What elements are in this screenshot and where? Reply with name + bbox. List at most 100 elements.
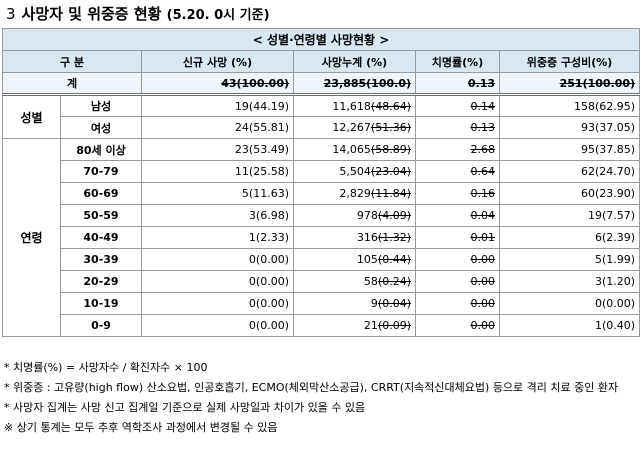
critical-cell: 158(62.95) — [498, 94, 641, 117]
row-label: 60-69 — [60, 182, 142, 205]
total-fatality-rate: 0.13 — [415, 72, 500, 96]
cumulative-deaths-cell: 12,267(51.36) — [293, 116, 416, 139]
row-label: 20-29 — [60, 270, 142, 293]
table-row: 성별 남성 19(44.19) 11,618(48.64) 0.14 158(62.95) — [2, 94, 641, 139]
new-deaths-count: 0 — [248, 319, 256, 332]
new-deaths-pct: (0.00) — [255, 253, 289, 266]
cumulative-deaths-pct: (0.04) — [377, 297, 411, 310]
row-label: 50-59 — [60, 204, 142, 227]
cumulative-deaths-count: 316 — [356, 231, 378, 244]
new-deaths-cell: 1(2.33) — [141, 226, 294, 249]
new-deaths-pct: (0.00) — [255, 319, 289, 332]
new-deaths-count: 24 — [234, 121, 249, 134]
reference-date: (5.20. 0시 기준) — [166, 8, 270, 23]
table-header-row: 구 분 신규 사망 (%) 사망누계 (%) 치명률(%) 위중증 구성비(%) — [2, 50, 641, 73]
new-deaths-cell: 23(53.49) — [141, 138, 294, 161]
new-deaths-count: 3 — [248, 209, 256, 222]
cumulative-deaths-count: 2,829 — [339, 187, 371, 200]
cumulative-deaths-pct: (11.84) — [370, 187, 411, 200]
new-deaths-pct: (44.19) — [248, 99, 289, 113]
cumulative-deaths-cell: 14,065(58.89) — [293, 138, 416, 161]
section-number: 3 — [6, 5, 16, 23]
new-deaths-count: 23 — [234, 143, 249, 156]
table-row: 0-9 0(0.00) 21(0.09) 0.00 1(0.40) — [3, 314, 641, 337]
critical-cell: 95(37.85) — [498, 138, 641, 161]
footnote-stats-change: ※ 상기 통계는 모두 추후 역학조사 과정에서 변경될 수 있음 — [4, 421, 278, 434]
critical-cell: 0(0.00) — [498, 292, 641, 315]
cumulative-deaths-pct: (48.64) — [370, 99, 411, 113]
fatality-rate-cell: 0.00 — [415, 314, 500, 337]
new-deaths-cell: 3(6.98) — [141, 204, 294, 227]
new-deaths-cell: 5(11.63) — [141, 182, 294, 205]
total-critical: 251(100.00) — [498, 72, 641, 96]
cumulative-deaths-pct: (4.09) — [377, 209, 411, 222]
new-deaths-count: 0 — [248, 253, 256, 266]
cumulative-deaths-pct: (23.04) — [370, 165, 411, 178]
cumulative-deaths-count: 9 — [370, 297, 378, 310]
fatality-rate-cell: 0.04 — [415, 204, 500, 227]
cumulative-deaths-count: 12,267 — [332, 121, 371, 134]
fatality-rate-cell: 0.14 — [415, 94, 500, 117]
cumulative-deaths-cell: 58(0.24) — [293, 270, 416, 293]
critical-cell: 1(0.40) — [498, 314, 641, 337]
row-label: 10-19 — [60, 292, 142, 315]
new-deaths-count: 11 — [234, 165, 249, 178]
new-deaths-pct: (0.00) — [255, 275, 289, 288]
table-row: 30-39 0(0.00) 105(0.44) 0.00 5(1.99) — [3, 248, 641, 271]
fatality-rate-cell: 0.00 — [415, 248, 500, 271]
cumulative-deaths-cell: 11,618(48.64) — [293, 94, 416, 117]
footnote-critical: * 위중증 : 고유량(high flow) 산소요법, 인공호흡기, ECMO… — [4, 381, 619, 394]
row-label: 80세 이상 — [60, 138, 142, 161]
cumulative-deaths-pct: (1.32) — [377, 231, 411, 244]
table-row: 여성 24(55.81) 12,267(51.36) 0.13 93(37.05) — [3, 116, 641, 139]
new-deaths-count: 5 — [241, 187, 249, 200]
row-label: 30-39 — [60, 248, 142, 271]
new-deaths-cell: 0(0.00) — [141, 292, 294, 315]
new-deaths-pct: (2.33) — [255, 231, 289, 244]
table-row: 70-79 11(25.58) 5,504(23.04) 0.64 62(24.70) — [3, 160, 641, 183]
new-deaths-count: 0 — [248, 297, 256, 310]
header-fatality-rate: 치명률(%) — [415, 50, 500, 73]
new-deaths-cell: 19(44.19) — [141, 94, 294, 117]
new-deaths-count: 19 — [234, 99, 249, 113]
new-deaths-pct: (55.81) — [248, 121, 289, 134]
header-new-deaths: 신규 사망 (%) — [141, 50, 294, 73]
group-label-age: 연령 — [2, 138, 61, 337]
new-deaths-count: 1 — [248, 231, 256, 244]
fatality-rate-cell: 0.13 — [415, 116, 500, 139]
fatality-rate-cell: 0.64 — [415, 160, 500, 183]
critical-cell: 60(23.90) — [498, 182, 641, 205]
fatality-rate-cell: 0.16 — [415, 182, 500, 205]
fatality-rate-cell: 0.00 — [415, 292, 500, 315]
new-deaths-pct: (0.00) — [255, 297, 289, 310]
new-deaths-cell: 0(0.00) — [141, 314, 294, 337]
new-deaths-pct: (53.49) — [248, 143, 289, 156]
new-deaths-pct: (11.63) — [248, 187, 289, 200]
critical-cell: 19(7.57) — [498, 204, 641, 227]
header-critical-ratio: 위중증 구성비(%) — [498, 50, 641, 73]
cumulative-deaths-pct: (0.09) — [377, 319, 411, 332]
footnote-death-count: * 사망자 집계는 사망 신고 집계일 기준으로 실제 사망일과 차이가 있을 … — [4, 401, 366, 414]
table-row: 20-29 0(0.00) 58(0.24) 0.00 3(1.20) — [3, 270, 641, 293]
fatality-rate-cell: 0.01 — [415, 226, 500, 249]
cumulative-deaths-pct: (58.89) — [370, 143, 411, 156]
cumulative-deaths-count: 58 — [363, 275, 378, 288]
cumulative-deaths-cell: 978(4.09) — [293, 204, 416, 227]
table-row: 10-19 0(0.00) 9(0.04) 0.00 0(0.00) — [3, 292, 641, 315]
fatality-rate-cell: 0.00 — [415, 270, 500, 293]
row-label: 0-9 — [60, 314, 142, 337]
total-row: 계 43(100.00) 23,885(100.0) 0.13 251(100.… — [2, 72, 641, 96]
cumulative-deaths-cell: 9(0.04) — [293, 292, 416, 315]
table-row: 40-49 1(2.33) 316(1.32) 0.01 6(2.39) — [3, 226, 641, 249]
cumulative-deaths-pct: (0.24) — [377, 275, 411, 288]
cumulative-deaths-count: 11,618 — [332, 99, 371, 113]
critical-cell: 5(1.99) — [498, 248, 641, 271]
table-row: 연령 80세 이상 23(53.49) 14,065(58.89) 2.68 95(37.… — [2, 138, 641, 337]
critical-cell: 93(37.05) — [498, 116, 641, 139]
cumulative-deaths-cell: 21(0.09) — [293, 314, 416, 337]
row-label: 40-49 — [60, 226, 142, 249]
new-deaths-cell: 11(25.58) — [141, 160, 294, 183]
footnote-fatality: * 치명률(%) = 사망자수 / 확진자수 × 100 — [4, 361, 208, 374]
table-caption: < 성별·연령별 사망현황 > — [1, 28, 641, 51]
cumulative-deaths-pct: (51.36) — [370, 121, 411, 134]
